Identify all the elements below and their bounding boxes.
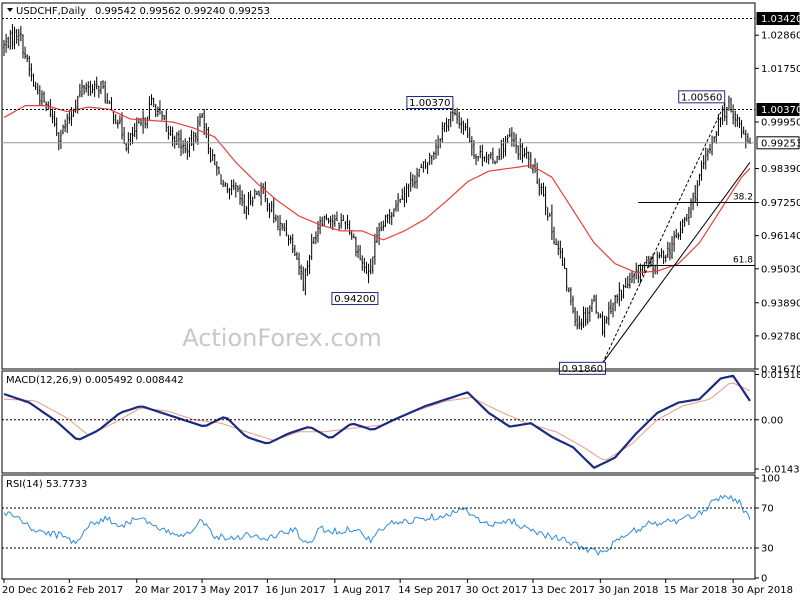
price-annotation-label: 1.00560 — [681, 92, 722, 103]
price-tag-label: 1.03420 — [761, 14, 800, 25]
moving-average-line — [3, 104, 751, 274]
price-annotation-label: 1.00370 — [409, 98, 450, 109]
x-tick-label: 20 Dec 2016 — [2, 585, 66, 596]
price-annotation-box — [678, 90, 726, 104]
y-tick-label: 1.02860 — [761, 31, 800, 42]
y-tick-label: 30 — [761, 544, 774, 555]
x-tick-label: 1 Aug 2017 — [333, 585, 391, 596]
y-tick-label: 0.93890 — [761, 298, 800, 309]
fib-level-label: 38.2 — [733, 193, 753, 203]
price-tag — [756, 136, 800, 150]
macd-signal-line — [3, 382, 751, 461]
y-tick-label: 0.91670 — [761, 365, 800, 376]
ohlc-readout: 0.99542 0.99562 0.99240 0.99253 — [95, 6, 270, 17]
fib-level-label: 61.8 — [733, 255, 753, 265]
rsi-panel-frame — [1, 474, 756, 580]
rsi-panel: RSI(14) 53.7733 100 70 30 0 — [1, 474, 780, 585]
y-tick-label: 0.99950 — [761, 118, 800, 129]
x-tick-label: 30 Apr 2018 — [731, 585, 793, 596]
y-tick-label: 0.97250 — [761, 198, 800, 209]
macd-panel: MACD(12,26,9) 0.005492 0.008442 0.013184… — [1, 370, 800, 476]
price-tag — [756, 12, 800, 26]
price-tag-label: 1.00370 — [761, 105, 800, 116]
watermark-text: ActionForex.com — [182, 324, 382, 352]
price-annotation-label: 0.91860 — [562, 364, 603, 375]
price-tag-label: 0.99253 — [761, 138, 800, 149]
x-tick-label: 16 Jun 2017 — [265, 585, 325, 596]
rsi-line — [3, 494, 751, 556]
price-tag — [756, 102, 800, 116]
x-tick-label: 15 Mar 2018 — [664, 585, 727, 596]
y-tick-label: 0.00 — [761, 415, 783, 426]
y-tick-label: 0.98390 — [761, 164, 800, 175]
x-tick-label: 2 Feb 2017 — [67, 585, 123, 596]
macd-line — [3, 374, 751, 469]
y-tick-label: 0.96140 — [761, 231, 800, 242]
trendline — [602, 161, 751, 364]
macd-title: MACD(12,26,9) 0.005492 0.008442 — [6, 375, 184, 386]
chart-header: USDCHF,Daily 0.99542 0.99562 0.99240 0.9… — [7, 6, 270, 17]
y-tick-label: 100 — [761, 474, 780, 485]
symbol-label: USDCHF,Daily — [16, 6, 86, 17]
x-tick-label: 3 May 2017 — [200, 585, 259, 596]
price-panel-frame — [1, 2, 756, 370]
y-tick-label: 0 — [761, 574, 767, 585]
x-tick-label: 14 Sep 2017 — [398, 585, 461, 596]
x-tick-label: 30 Oct 2017 — [466, 585, 528, 596]
y-tick-label: 1.01750 — [761, 64, 800, 75]
y-tick-label: 0.013184 — [761, 370, 800, 381]
triangle-down-icon[interactable] — [7, 8, 13, 12]
y-tick-label: 0.92780 — [761, 331, 800, 342]
price-annotation-box — [406, 95, 454, 109]
trendline — [602, 103, 726, 364]
y-tick-label: -0.014339 — [761, 465, 800, 476]
price-annotation-box — [331, 292, 379, 306]
y-tick-label: 70 — [761, 504, 774, 515]
y-tick-label: 0.95030 — [761, 264, 800, 275]
x-tick-label: 13 Dec 2017 — [531, 585, 595, 596]
x-tick-label: 20 Mar 2017 — [135, 585, 198, 596]
macd-panel-frame — [1, 370, 756, 474]
time-axis: 20 Dec 2016 2 Feb 2017 20 Mar 2017 3 May 20… — [2, 579, 793, 596]
rsi-title: RSI(14) 53.7733 — [6, 479, 87, 490]
x-tick-label: 30 Jan 2018 — [598, 585, 658, 596]
price-panel: ActionForex.com 38.2 61.8 1.00370 0.94200 0.… — [1, 2, 800, 376]
price-annotation-label: 0.94200 — [334, 294, 375, 305]
